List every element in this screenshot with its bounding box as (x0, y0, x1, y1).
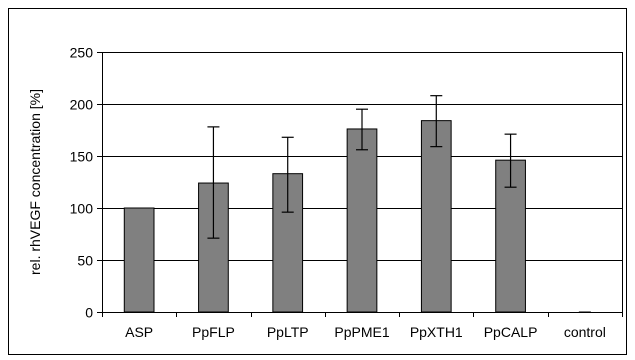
y-axis-title: rel. rhVEGF concentration [%] (27, 89, 43, 275)
x-tick-label: control (564, 324, 606, 340)
x-tick-labels: ASP PpFLP PpLTP PpPME1 PpXTH1 PpCALP control (125, 324, 606, 340)
bar (347, 129, 377, 312)
chart-outer-border (9, 9, 627, 355)
bar (421, 121, 451, 312)
x-tick-label: PpPME1 (334, 324, 389, 340)
y-tick-label: 150 (70, 149, 94, 165)
y-tick-label: 200 (70, 97, 94, 113)
x-tick-label: PpFLP (192, 324, 235, 340)
x-tick-label: PpXTH1 (410, 324, 463, 340)
y-tick-label: 100 (70, 201, 94, 217)
y-tick-label: 50 (77, 253, 93, 269)
x-tick-label: ASP (125, 324, 153, 340)
y-tick-label: 0 (85, 305, 93, 321)
x-tick-label: PpCALP (484, 324, 538, 340)
y-tick-label: 250 (70, 45, 94, 61)
x-tick-label: PpLTP (267, 324, 309, 340)
bar (124, 208, 154, 312)
